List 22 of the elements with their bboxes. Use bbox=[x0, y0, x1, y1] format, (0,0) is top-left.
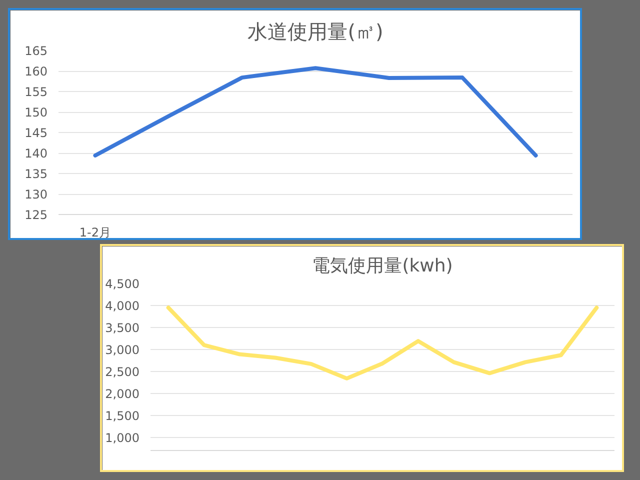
chart-title: 水道使用量(㎥) bbox=[248, 20, 384, 44]
y-tick-label: 3,500 bbox=[105, 320, 140, 335]
y-tick-label: 135 bbox=[24, 167, 48, 181]
y-tick-label: 145 bbox=[24, 126, 48, 140]
y-tick-label: 2,000 bbox=[105, 386, 140, 401]
y-tick-label: 4,500 bbox=[105, 277, 140, 291]
line-series bbox=[166, 306, 599, 380]
y-tick-label: 2,500 bbox=[105, 364, 140, 379]
chart-title: 電気使用量(kwh) bbox=[312, 256, 453, 276]
y-tick-label: 1,500 bbox=[105, 408, 140, 423]
y-tick-label: 150 bbox=[24, 106, 48, 120]
y-tick-label: 125 bbox=[24, 208, 48, 222]
y-tick-label: 1,000 bbox=[105, 430, 140, 445]
y-tick-label: 3,000 bbox=[105, 342, 140, 357]
x-tick-label: 1-2月 bbox=[79, 226, 112, 240]
y-tick-label: 165 bbox=[24, 44, 48, 58]
y-tick-label: 4,000 bbox=[105, 298, 140, 313]
y-tick-label: 130 bbox=[24, 188, 48, 202]
y-tick-label: 140 bbox=[24, 146, 48, 160]
y-tick-label: 160 bbox=[24, 64, 48, 78]
y-tick-label: 155 bbox=[24, 85, 48, 99]
line-series bbox=[93, 66, 538, 158]
